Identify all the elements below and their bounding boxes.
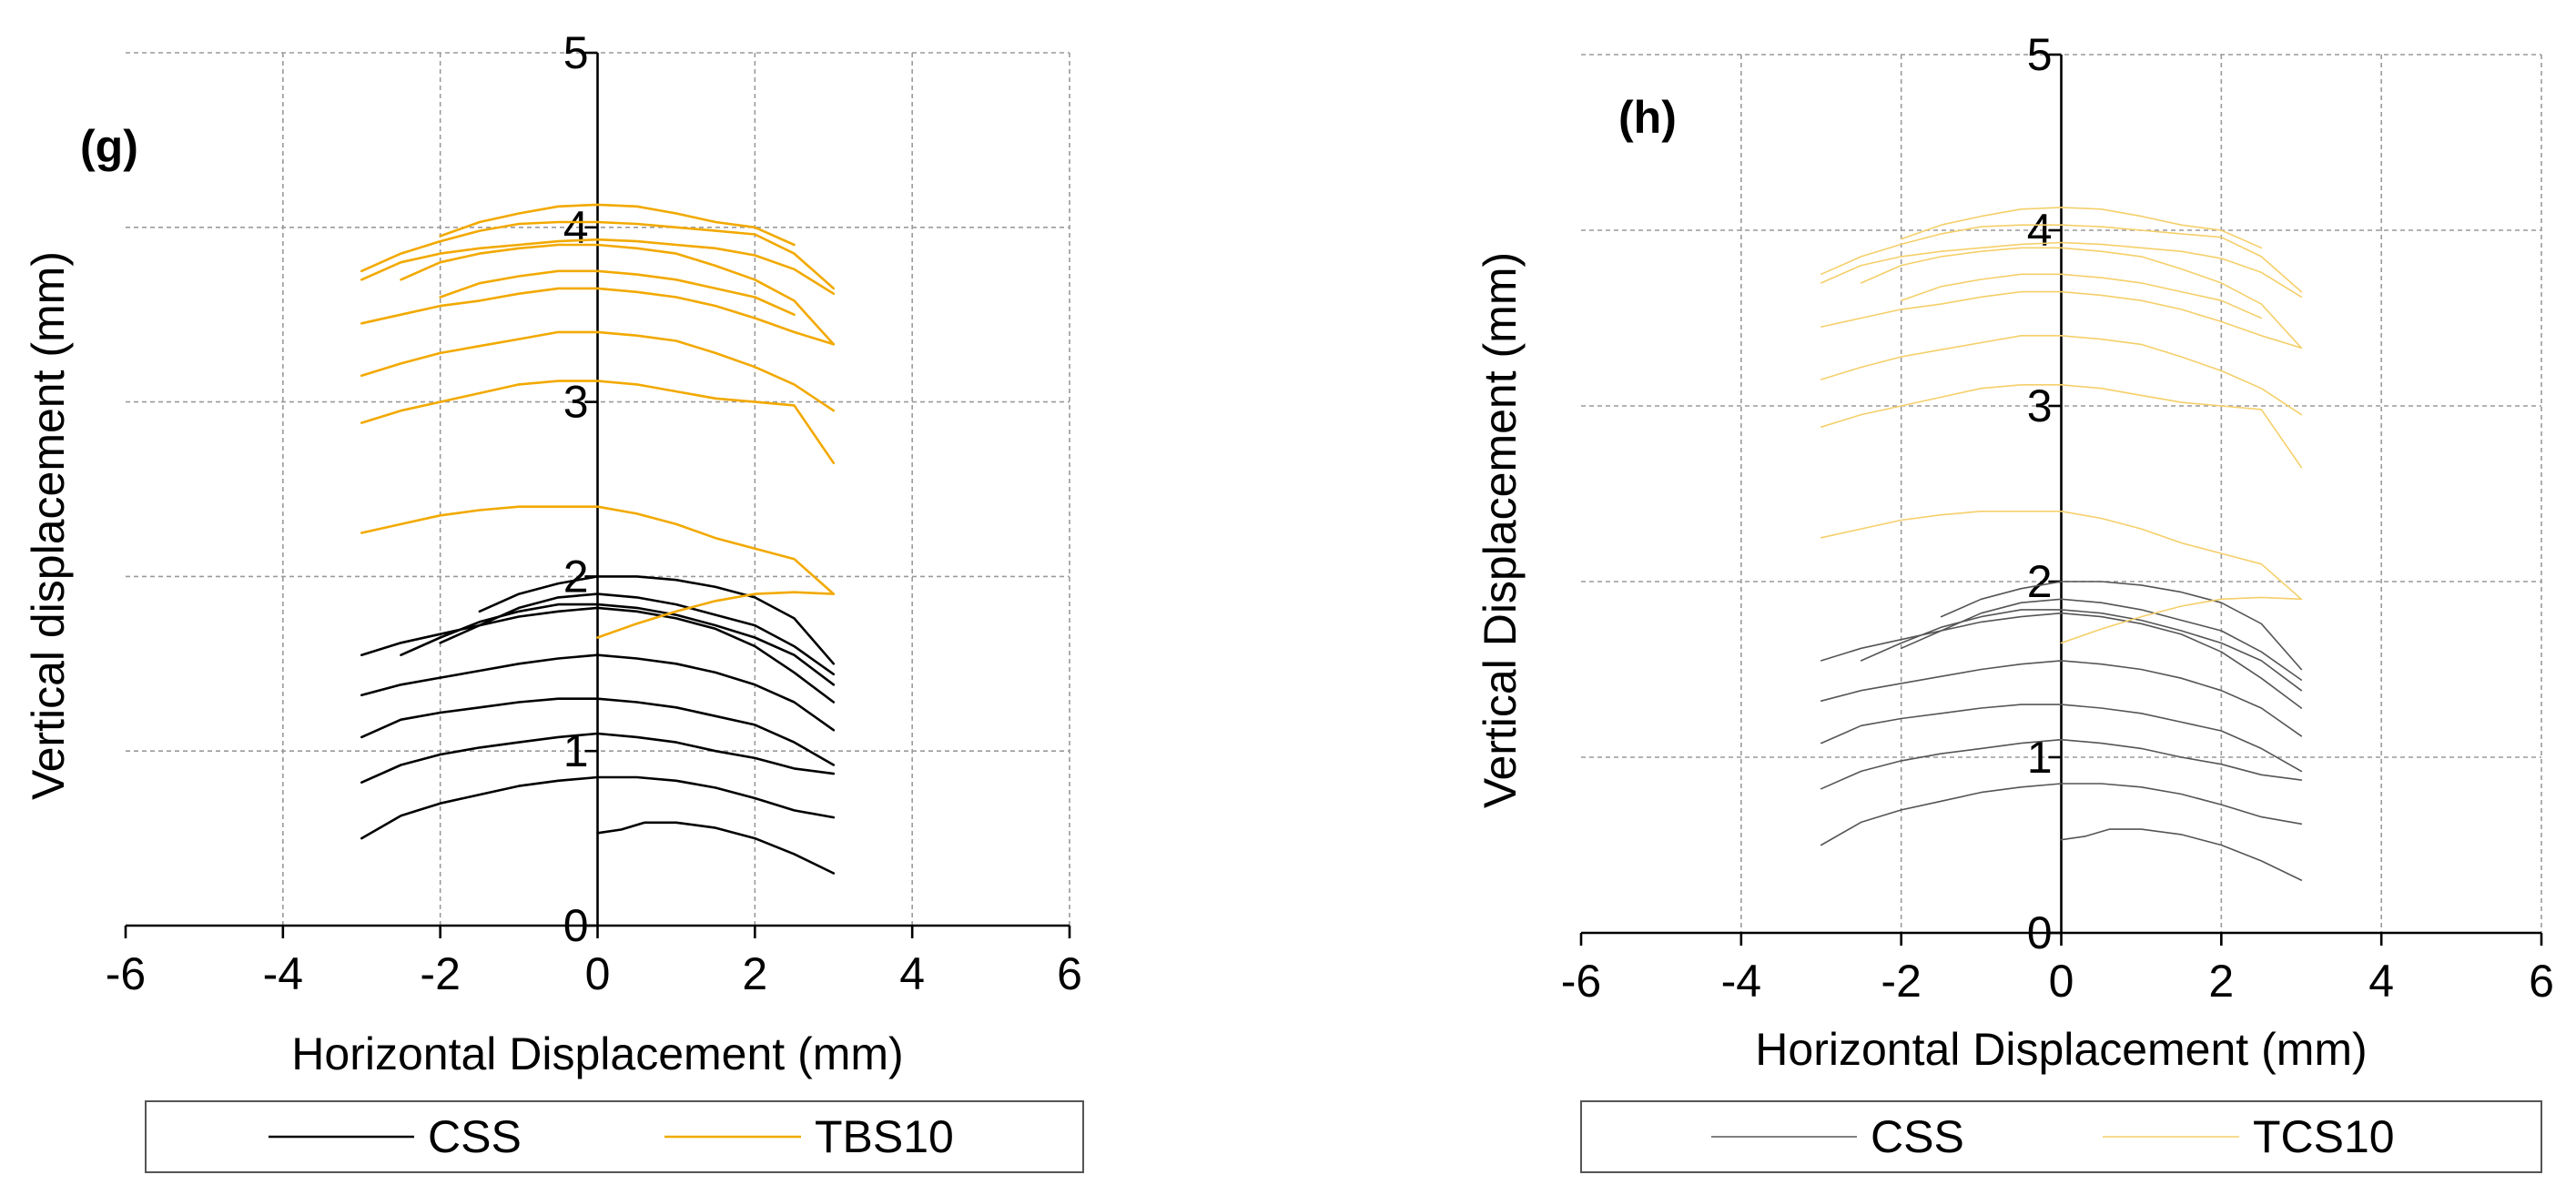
x-tick-label: -6: [1561, 956, 1601, 1007]
series-tbs10-curve: [360, 238, 836, 296]
series-css-curve: [478, 575, 836, 665]
x-tick-label: -2: [420, 948, 460, 999]
series-css-curve: [360, 697, 836, 766]
legend-label: TCS10: [2253, 1111, 2395, 1162]
series-tbs10-curve: [400, 243, 836, 346]
x-tick-label: 4: [2368, 956, 2394, 1007]
x-tick-label: -6: [106, 948, 146, 999]
series-css-curve: [1860, 609, 2303, 692]
series-css-curve: [1820, 660, 2303, 737]
series-css-curve: [2060, 828, 2303, 881]
series-css-curve: [1820, 612, 2303, 709]
series-tcs10-curve: [1820, 290, 2303, 349]
x-tick-label: 4: [899, 948, 925, 999]
y-tick-label: 1: [563, 725, 589, 776]
series-tbs10-curve: [439, 203, 796, 247]
series-css-curve: [1940, 581, 2303, 671]
x-axis-title: Horizontal Displacement (mm): [291, 1028, 903, 1079]
series-tcs10-curve: [1820, 241, 2303, 299]
legend: CSS TCS10: [1580, 1100, 2542, 1173]
y-tick-label: 2: [2027, 556, 2053, 607]
series-tbs10-curve: [360, 287, 836, 346]
series-tcs10-curve: [1900, 207, 2263, 249]
legend-label: TBS10: [815, 1111, 954, 1162]
series-tcs10-curve: [1820, 224, 2303, 293]
x-tick-label: 0: [585, 948, 611, 999]
series-tcs10-curve: [1820, 510, 2303, 601]
series-tbs10-curve: [596, 591, 836, 639]
series-tcs10-curve: [1820, 383, 2303, 469]
y-tick-label: 0: [563, 900, 589, 951]
series-tcs10-curve: [1900, 273, 2263, 319]
legend: CSS TBS10: [145, 1100, 1084, 1173]
y-tick-label: 1: [2027, 732, 2053, 783]
series-css-curve: [1820, 704, 2303, 773]
x-tick-label: -4: [1721, 956, 1761, 1007]
legend-label: CSS: [428, 1111, 522, 1162]
y-axis-title: Vertical Displacement (mm): [1475, 252, 1526, 808]
panel-label: (g): [80, 121, 138, 172]
y-tick-label: 2: [563, 551, 589, 602]
series-tbs10-curve: [360, 505, 836, 595]
x-tick-label: 6: [1057, 948, 1082, 999]
y-tick-label: 3: [2027, 380, 2053, 431]
y-tick-label: 5: [2027, 29, 2053, 80]
series-tbs10-curve: [439, 269, 796, 317]
series-tcs10: [1820, 207, 2303, 644]
y-tick-label: 0: [2027, 907, 2053, 958]
legend-label: CSS: [1871, 1111, 1964, 1162]
series-css-curve: [1820, 783, 2303, 846]
series-css-curve: [360, 606, 836, 704]
series-css-curve: [360, 775, 836, 840]
series-tbs10: [360, 203, 836, 639]
series-tcs10-curve: [2060, 596, 2303, 644]
series-tbs10-curve: [360, 380, 836, 465]
series-css-curve: [360, 653, 836, 732]
series-css-curve: [596, 821, 836, 875]
series-css: [1820, 581, 2303, 881]
series-css-curve: [1820, 738, 2303, 790]
x-tick-label: -4: [263, 948, 303, 999]
series-css: [360, 575, 836, 875]
y-axis-title: Vertical displacement (mm): [23, 251, 74, 800]
y-tick-label: 3: [563, 377, 589, 428]
x-tick-label: 2: [742, 948, 767, 999]
series-tbs10-curve: [360, 330, 836, 412]
series-css-curve: [400, 603, 836, 686]
series-tcs10-curve: [1820, 334, 2303, 416]
y-tick-label: 5: [563, 27, 589, 78]
x-axis-title: Horizontal Displacement (mm): [1755, 1024, 2367, 1075]
series-css-curve: [360, 732, 836, 785]
x-tick-label: -2: [1881, 956, 1921, 1007]
x-tick-label: 0: [2049, 956, 2074, 1007]
panel-label: (h): [1618, 92, 1677, 143]
series-tcs10-curve: [1860, 247, 2303, 349]
x-tick-label: 6: [2529, 956, 2554, 1007]
series-css-curve: [1900, 598, 2303, 681]
x-tick-label: 2: [2208, 956, 2234, 1007]
series-tbs10-curve: [360, 220, 836, 290]
